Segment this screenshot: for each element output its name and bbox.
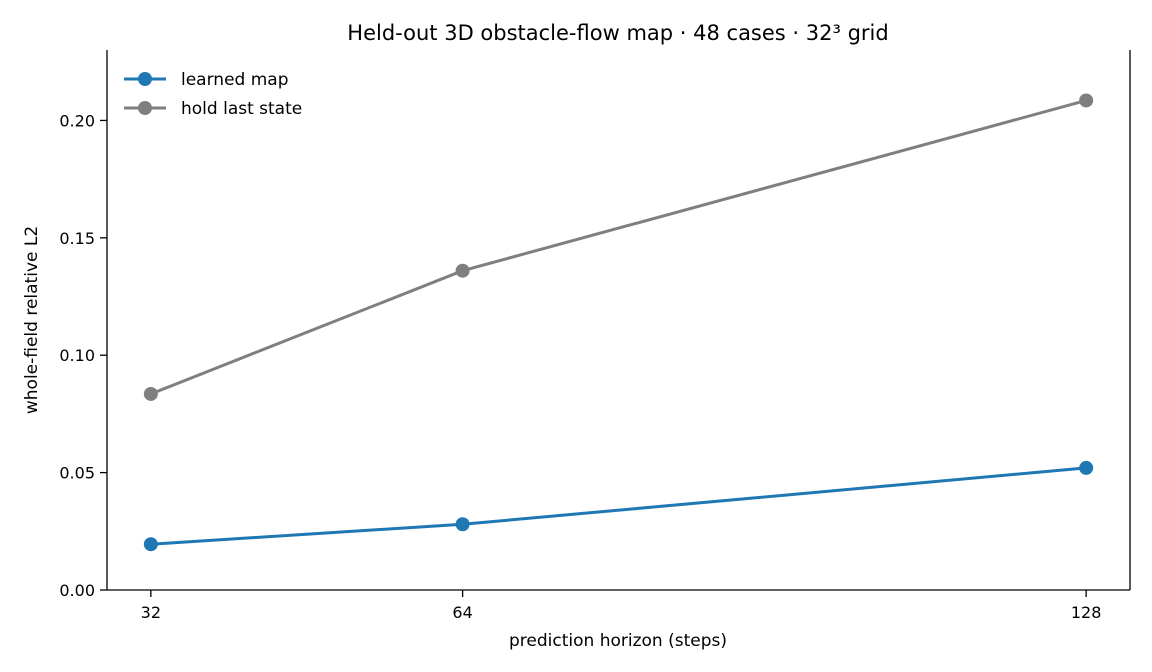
series-line-1 <box>150 99 1087 396</box>
y-tick-label: 0.15 <box>59 229 95 248</box>
data-point <box>455 517 470 532</box>
legend-label: hold last state <box>181 99 302 119</box>
data-point <box>1079 460 1094 475</box>
x-tick-label: 128 <box>1071 603 1102 622</box>
x-tick-label: 64 <box>452 603 472 622</box>
data-point <box>1079 93 1094 108</box>
data-point <box>143 537 158 552</box>
data-point <box>143 386 158 401</box>
legend-marker <box>138 72 152 86</box>
data-series <box>143 93 1094 552</box>
axis-ticks: 0.00 0.05 0.10 0.15 0.20 32 64 128 <box>59 111 1101 622</box>
legend-label: learned map <box>181 70 289 90</box>
legend: learned map hold last state <box>124 70 302 119</box>
y-tick-label: 0.05 <box>59 464 95 483</box>
y-tick-label: 0.00 <box>59 581 95 600</box>
series-line-0 <box>150 466 1087 546</box>
chart-title: Held-out 3D obstacle-flow map · 48 cases… <box>347 21 888 45</box>
y-tick-label: 0.10 <box>59 346 95 365</box>
x-tick-label: 32 <box>141 603 161 622</box>
y-tick-label: 0.20 <box>59 111 95 130</box>
y-axis-label: whole-field relative L2 <box>22 226 42 414</box>
data-point <box>455 263 470 278</box>
legend-marker <box>138 101 152 115</box>
x-axis-label: prediction horizon (steps) <box>509 631 727 651</box>
